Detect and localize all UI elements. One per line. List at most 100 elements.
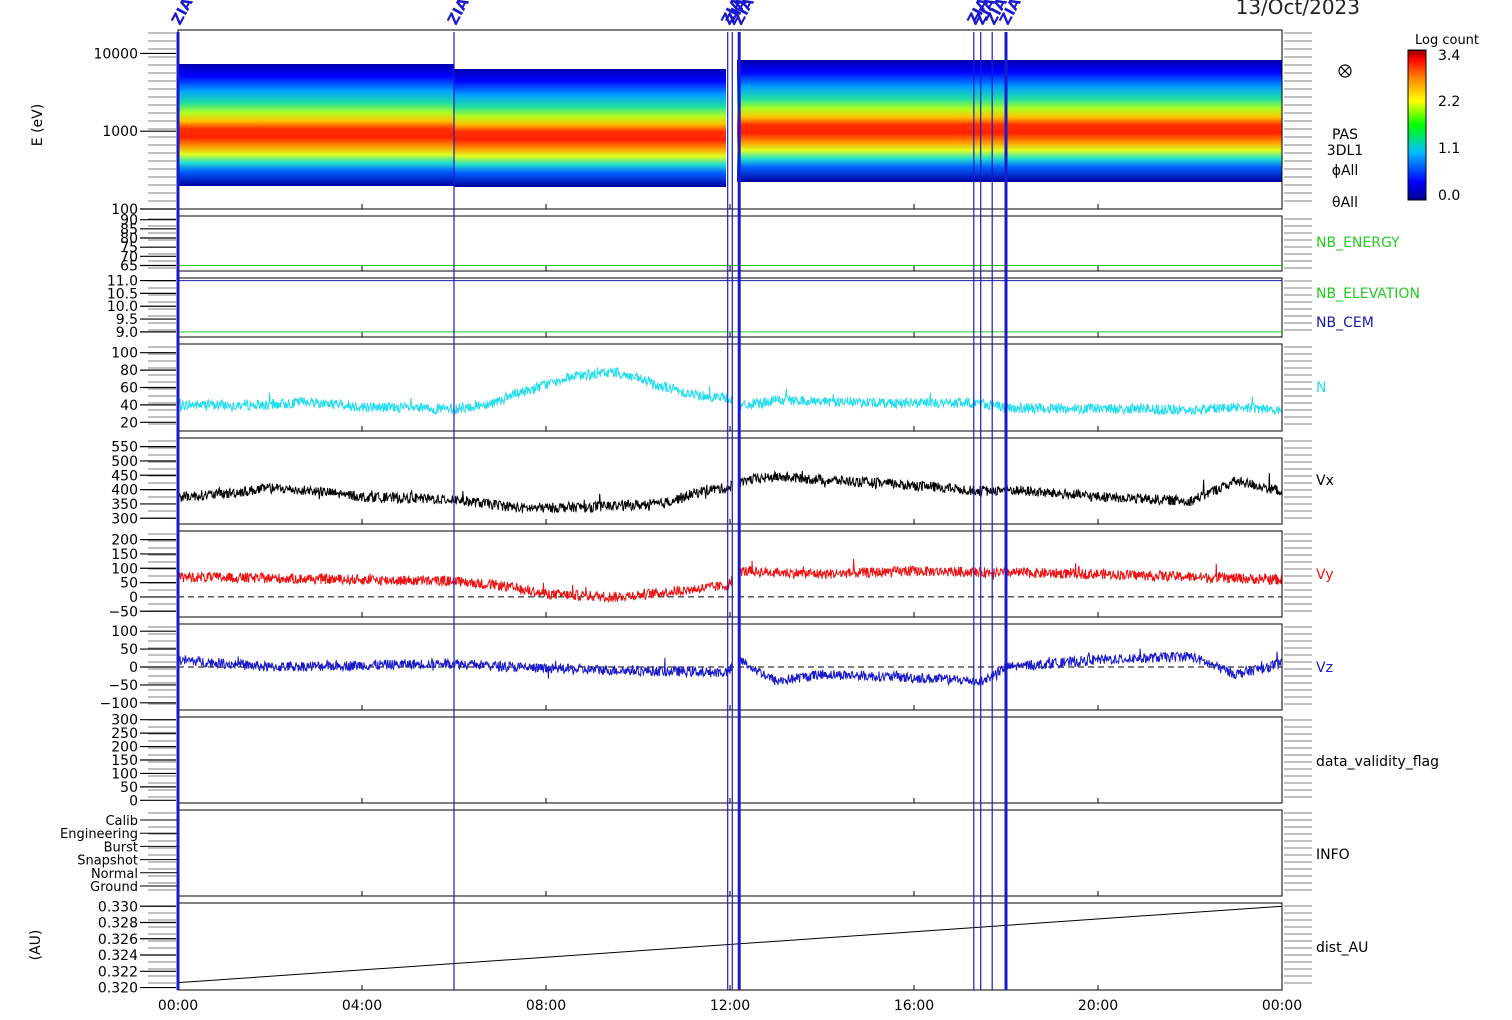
spectrogram-band [454, 69, 726, 187]
y-tick-label: 150 [111, 547, 138, 563]
y-tick-label: 50 [120, 642, 138, 658]
y-tick-label: −50 [108, 678, 138, 694]
y-tick-label: 20 [120, 415, 138, 431]
y-tick-label: 300 [111, 713, 138, 729]
panel-frame [177, 343, 1283, 432]
y-tick-label: 0 [129, 590, 138, 606]
panel-frame [177, 902, 1283, 991]
y-tick-label: −50 [108, 604, 138, 620]
y-tick-label: 50 [120, 576, 138, 592]
y-tick-label: 0.320 [98, 981, 138, 997]
y-tick-label: 200 [111, 533, 138, 549]
y-tick-label: 10.0 [107, 299, 138, 315]
spectrogram-label-instrument: PAS [1332, 127, 1358, 143]
y-tick-label: 100 [111, 561, 138, 577]
colorbar-title: Log count [1415, 33, 1479, 48]
x-tick-label: 08:00 [526, 998, 566, 1014]
y-tick-label: 9.0 [116, 325, 138, 341]
series-line [177, 470, 1282, 514]
x-tick-label: 00:00 [158, 998, 198, 1014]
y-tick-label: 0 [129, 793, 138, 809]
event-marker-label: ZIAS [444, 0, 478, 28]
y-tick-label: 300 [111, 511, 138, 527]
x-tick-label: 04:00 [342, 998, 382, 1014]
nb-elevation-label: NB_ELEVATION [1316, 286, 1420, 302]
y-tick-label: Normal [91, 867, 138, 882]
y-tick-label: 10000 [93, 46, 138, 62]
y-tick-label: 400 [111, 483, 138, 499]
y-tick-label: 10.5 [107, 286, 138, 302]
y-tick-label: 100 [111, 202, 138, 218]
data-validity-flag-label: data_validity_flag [1316, 754, 1439, 770]
vx-label: Vx [1316, 473, 1334, 489]
y-tick-label: Ground [90, 880, 138, 895]
spectrogram-label-phi: ϕAll [1332, 163, 1359, 179]
y-tick-label: 100 [111, 766, 138, 782]
y-tick-label: Calib [105, 814, 138, 829]
y-tick-label: 0.330 [98, 899, 138, 915]
y-tick-label: 40 [120, 398, 138, 414]
look-direction-icon [1338, 64, 1352, 78]
nb-energy-label: NB_ENERGY [1316, 235, 1400, 251]
series-line [177, 648, 1282, 687]
y-tick-label: 0.322 [98, 964, 138, 980]
y-tick-label: 80 [120, 231, 138, 247]
y-tick-label: 550 [111, 440, 138, 456]
colorbar-tick-label: 2.2 [1438, 94, 1460, 110]
x-tick-label: 20:00 [1078, 998, 1118, 1014]
y-tick-label: 80 [120, 363, 138, 379]
colorbar-tick-label: 3.4 [1438, 48, 1460, 64]
series-line [177, 366, 1282, 416]
colorbar-tick-label: 1.1 [1438, 141, 1460, 157]
y-tick-label: −100 [100, 696, 138, 712]
y-tick-label: Burst [104, 840, 138, 855]
y-tick-label: 0.328 [98, 916, 138, 932]
y-tick-label: Engineering [60, 827, 138, 842]
spectrogram-label-mode: 3DL1 [1327, 143, 1363, 159]
panel-frame [177, 809, 1283, 897]
panel-frame [177, 277, 1283, 338]
spectrogram-label-theta: θAll [1332, 195, 1358, 211]
series-line [177, 558, 1282, 604]
spectrogram-band [178, 64, 454, 186]
nb-cem-label: NB_CEM [1316, 315, 1374, 331]
y-tick-label: 500 [111, 454, 138, 470]
y-tick-label: 75 [120, 240, 138, 256]
y-tick-label: 90 [120, 213, 138, 229]
colorbar-gradient [1407, 49, 1427, 201]
vy-label: Vy [1316, 567, 1334, 583]
y-tick-label: 11.0 [107, 274, 138, 290]
x-tick-label: 12:00 [710, 998, 750, 1014]
panel-frame [177, 215, 1283, 272]
y-tick-label: 85 [120, 222, 138, 238]
y-tick-label: 150 [111, 753, 138, 769]
y-tick-label: 70 [120, 249, 138, 265]
event-marker-label: ZIAS [168, 0, 202, 28]
panel-frame [177, 437, 1283, 525]
y-tick-label: 1000 [102, 124, 138, 140]
density-label: N [1316, 380, 1326, 396]
y-tick-label: Snapshot [77, 854, 138, 869]
x-tick-label: 00:00 [1262, 998, 1302, 1014]
colorbar-tick-label: 0.0 [1438, 188, 1460, 204]
y-tick-label: 100 [111, 624, 138, 640]
y-tick-label: 200 [111, 740, 138, 756]
y-tick-label: 350 [111, 497, 138, 513]
series-line [177, 905, 1283, 984]
y-tick-label: 0.324 [98, 948, 138, 964]
panel-frame [177, 716, 1283, 804]
x-tick-label: 16:00 [894, 998, 934, 1014]
dist-au-ylabel: (AU) [28, 930, 44, 961]
y-tick-label: 9.5 [116, 312, 138, 328]
colorbar: Log count 3.4 2.2 1.1 0.0 [1407, 33, 1479, 204]
vz-label: Vz [1316, 660, 1333, 676]
y-tick-label: 60 [120, 381, 138, 397]
y-tick-label: 65 [120, 259, 138, 275]
y-tick-label: 0.326 [98, 932, 138, 948]
y-tick-label: 250 [111, 726, 138, 742]
panel-frame [177, 530, 1283, 618]
y-tick-label: 50 [120, 780, 138, 796]
spectrogram-ylabel: E (eV) [30, 104, 46, 146]
y-tick-label: 450 [111, 468, 138, 484]
